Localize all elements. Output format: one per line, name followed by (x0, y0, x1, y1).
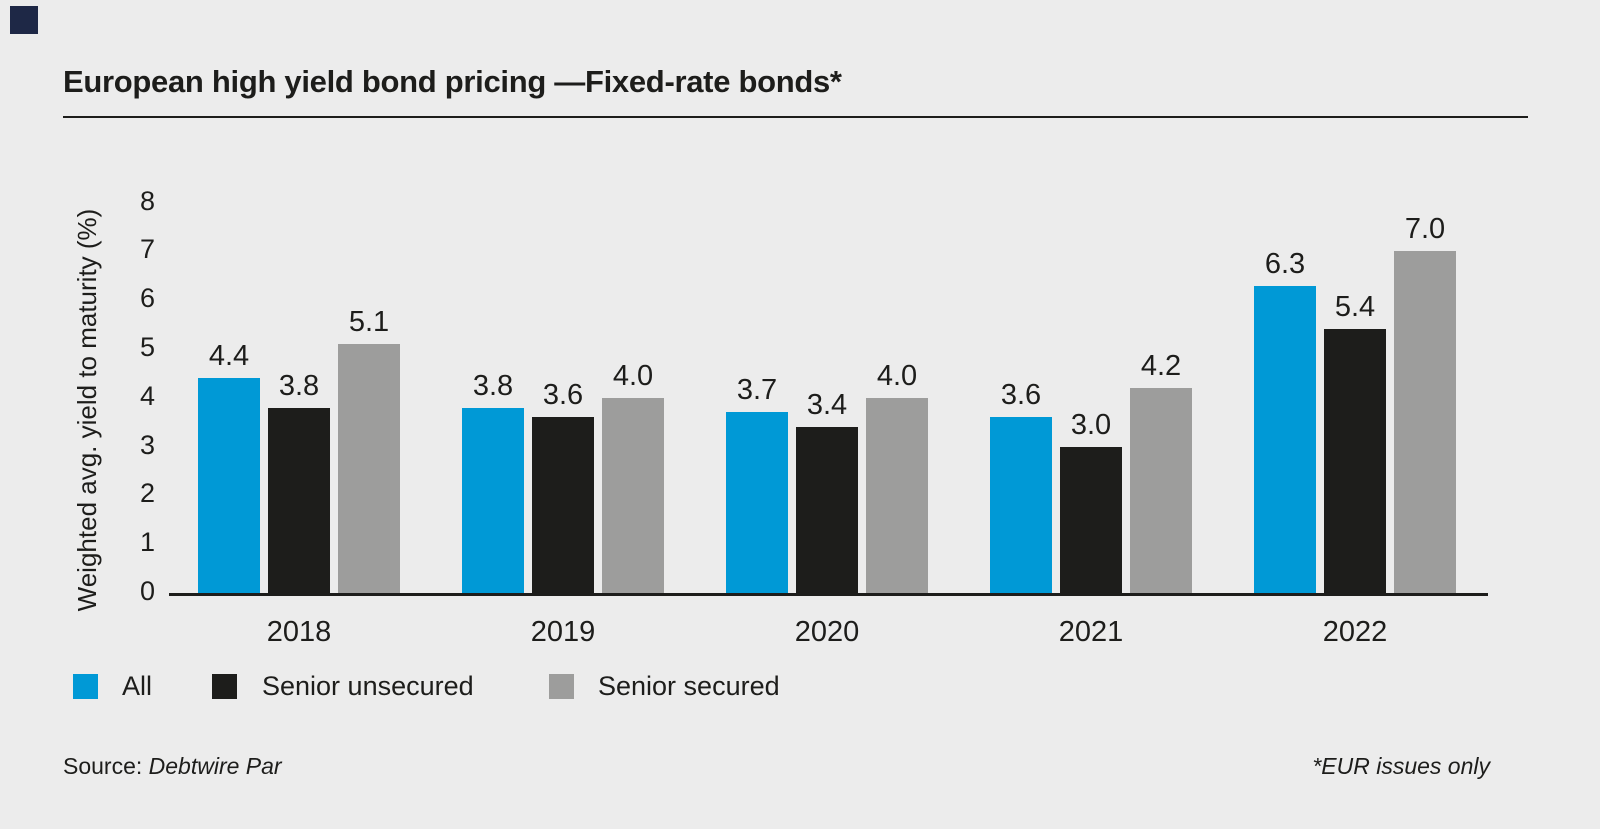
y-tick-label: 3 (139, 429, 155, 460)
source-line: Source: Debtwire Par (63, 752, 282, 780)
bar-value-label: 7.0 (1404, 213, 1446, 246)
x-category-label: 2022 (1322, 616, 1388, 648)
legend-label: Senior unsecured (262, 671, 474, 701)
x-category-label: 2018 (266, 616, 332, 648)
bar (602, 397, 664, 593)
y-tick-label: 0 (139, 576, 155, 606)
title-rule (63, 116, 1528, 118)
x-category-label: 2021 (1058, 616, 1124, 648)
bar (1060, 446, 1122, 593)
bar-value-label: 4.0 (876, 359, 918, 392)
bar (796, 427, 858, 593)
bar-value-label: 3.6 (1000, 379, 1042, 412)
bar-value-label: 4.2 (1140, 350, 1182, 383)
bar (268, 407, 330, 593)
bar (338, 344, 400, 593)
footnote: *EUR issues only (1312, 753, 1490, 779)
x-category-label: 2020 (794, 616, 860, 648)
brand-corner-mark (10, 6, 38, 34)
bar-value-label: 3.0 (1070, 408, 1112, 441)
x-category-label: 2019 (530, 616, 596, 648)
bar (532, 417, 594, 593)
bar (866, 397, 928, 593)
bar (1394, 251, 1456, 593)
legend-swatch (73, 674, 98, 699)
y-tick-label: 1 (139, 527, 155, 558)
bar-value-label: 3.7 (736, 374, 778, 407)
bar-value-label: 5.4 (1334, 291, 1376, 324)
x-axis-line (169, 593, 1488, 596)
bar (198, 378, 260, 593)
bar-value-label: 3.6 (542, 379, 584, 412)
bar (1130, 388, 1192, 593)
y-tick-label: 7 (139, 234, 155, 265)
chart-title: European high yield bond pricing —Fixed-… (63, 64, 842, 99)
y-tick-label: 6 (139, 283, 155, 314)
bar-value-label: 6.3 (1264, 247, 1306, 280)
bar (1324, 329, 1386, 593)
legend-label: All (122, 671, 153, 701)
y-tick-label: 8 (139, 185, 155, 216)
bar-value-label: 3.8 (472, 369, 514, 402)
bar-value-label: 3.8 (278, 369, 320, 402)
legend-label: Senior secured (598, 671, 780, 701)
legend-swatch (549, 674, 574, 699)
bar (990, 417, 1052, 593)
bar-value-label: 5.1 (348, 306, 390, 339)
y-tick-label: 4 (139, 380, 155, 411)
bar-value-label: 3.4 (806, 389, 848, 422)
legend-swatch (212, 674, 237, 699)
source-label: Source: (63, 753, 143, 779)
source-value: Debtwire Par (148, 753, 282, 779)
bar-value-label: 4.0 (612, 359, 654, 392)
bar (462, 407, 524, 593)
bar (726, 412, 788, 593)
bar-value-label: 4.4 (208, 340, 250, 373)
bar (1254, 285, 1316, 593)
y-tick-label: 2 (139, 478, 155, 509)
y-tick-label: 5 (139, 332, 155, 362)
